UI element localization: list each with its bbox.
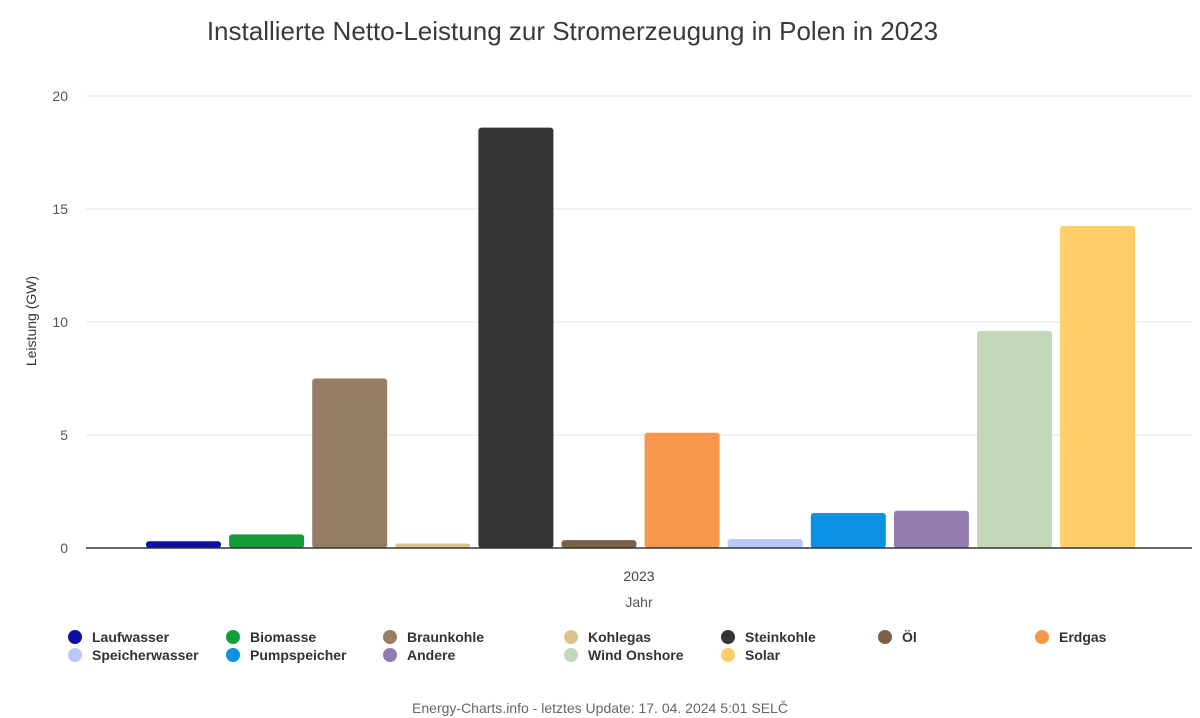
bar-kohlegas[interactable] (395, 543, 471, 549)
legend-marker-icon (68, 630, 82, 644)
x-tick-label: 2023 (623, 568, 654, 584)
y-tick-label: 15 (52, 201, 68, 217)
legend-marker-icon (878, 630, 892, 644)
legend-item[interactable]: Speicherwasser (68, 646, 226, 664)
legend-marker-icon (226, 648, 240, 662)
legend-item[interactable]: Braunkohle (383, 628, 564, 646)
legend-item[interactable]: Pumpspeicher (226, 646, 383, 664)
legend-label: Andere (407, 647, 456, 663)
legend-marker-icon (383, 648, 397, 662)
y-tick-label: 10 (52, 314, 68, 330)
y-axis-label: Leistung (GW) (23, 276, 39, 366)
footer-source: Energy-Charts.info - letztes Update: 17.… (412, 700, 788, 716)
legend-item[interactable]: Wind Onshore (564, 646, 721, 664)
legend-label: Pumpspeicher (250, 647, 347, 663)
y-tick-label: 0 (60, 540, 68, 556)
y-tick-label: 20 (52, 88, 68, 104)
bar-speicherwasser[interactable] (727, 539, 803, 548)
bar-öl[interactable] (561, 540, 637, 548)
legend-marker-icon (68, 648, 82, 662)
bar-laufwasser[interactable] (146, 541, 221, 548)
legend-item[interactable]: Biomasse (226, 628, 383, 646)
bar-andere[interactable] (893, 510, 969, 548)
legend-label: Wind Onshore (588, 647, 684, 663)
legend-marker-icon (721, 648, 735, 662)
bar-braunkohle[interactable] (312, 378, 388, 549)
legend-item[interactable]: Andere (383, 646, 564, 664)
bar-solar[interactable] (1060, 225, 1136, 548)
legend-label: Kohlegas (588, 629, 652, 645)
legend-label: Speicherwasser (92, 647, 199, 663)
legend-marker-icon (383, 630, 397, 644)
legend-label: Braunkohle (407, 629, 485, 645)
bar-steinkohle[interactable] (478, 127, 554, 548)
bar-pumpspeicher[interactable] (810, 513, 886, 548)
legend-label: Solar (745, 647, 781, 663)
legend-label: Erdgas (1059, 629, 1107, 645)
axes: 0 5 10 15 20 (52, 88, 1192, 556)
legend-label: Steinkohle (745, 629, 816, 645)
bars (146, 127, 1136, 549)
chart-title: Installierte Netto-Leistung zur Stromerz… (206, 16, 939, 46)
legend-label: Laufwasser (92, 629, 170, 645)
bar-wind-onshore[interactable] (977, 331, 1052, 548)
legend-item[interactable]: Solar (721, 646, 878, 664)
y-tick-label: 5 (60, 427, 68, 443)
legend-item[interactable]: Erdgas (1035, 628, 1188, 646)
bar-biomasse[interactable] (229, 534, 305, 548)
legend-label: Öl (902, 629, 917, 645)
legend-item[interactable]: Öl (878, 628, 1035, 646)
legend-marker-icon (721, 630, 735, 644)
legend-item[interactable]: Laufwasser (68, 628, 226, 646)
legend-label: Biomasse (250, 629, 317, 645)
legend-marker-icon (564, 648, 578, 662)
legend-marker-icon (1035, 630, 1049, 644)
bar-erdgas[interactable] (644, 432, 720, 548)
legend-item[interactable]: Steinkohle (721, 628, 878, 646)
x-axis-label: Jahr (625, 594, 653, 610)
legend-marker-icon (226, 630, 240, 644)
legend-marker-icon (564, 630, 578, 644)
legend: Laufwasser Biomasse Braunkohle Kohlegas Stei… (68, 628, 1188, 664)
legend-item[interactable]: Kohlegas (564, 628, 721, 646)
